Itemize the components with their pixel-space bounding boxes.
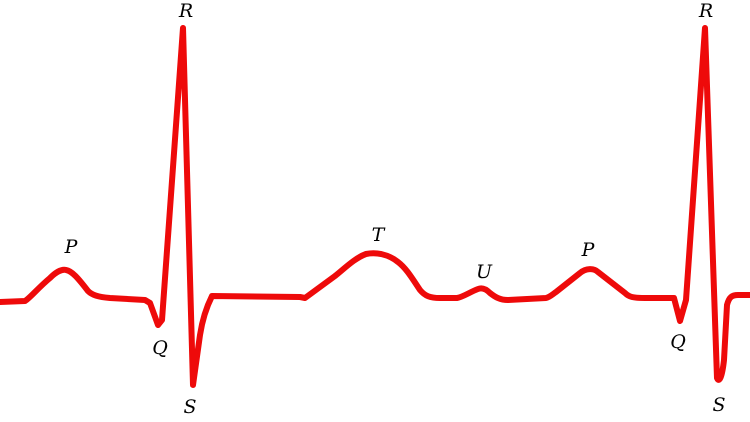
- label-q-1: Q: [152, 337, 168, 359]
- label-s-1: S: [183, 396, 196, 418]
- ecg-trace: [0, 25, 750, 388]
- label-u: U: [476, 261, 493, 283]
- label-p-1: P: [64, 236, 79, 258]
- label-r-1: R: [178, 0, 193, 22]
- label-r-2: R: [698, 0, 713, 22]
- label-q-2: Q: [670, 331, 686, 353]
- label-s-2: S: [712, 394, 725, 416]
- label-p-2: P: [581, 239, 596, 261]
- label-t: T: [372, 224, 386, 246]
